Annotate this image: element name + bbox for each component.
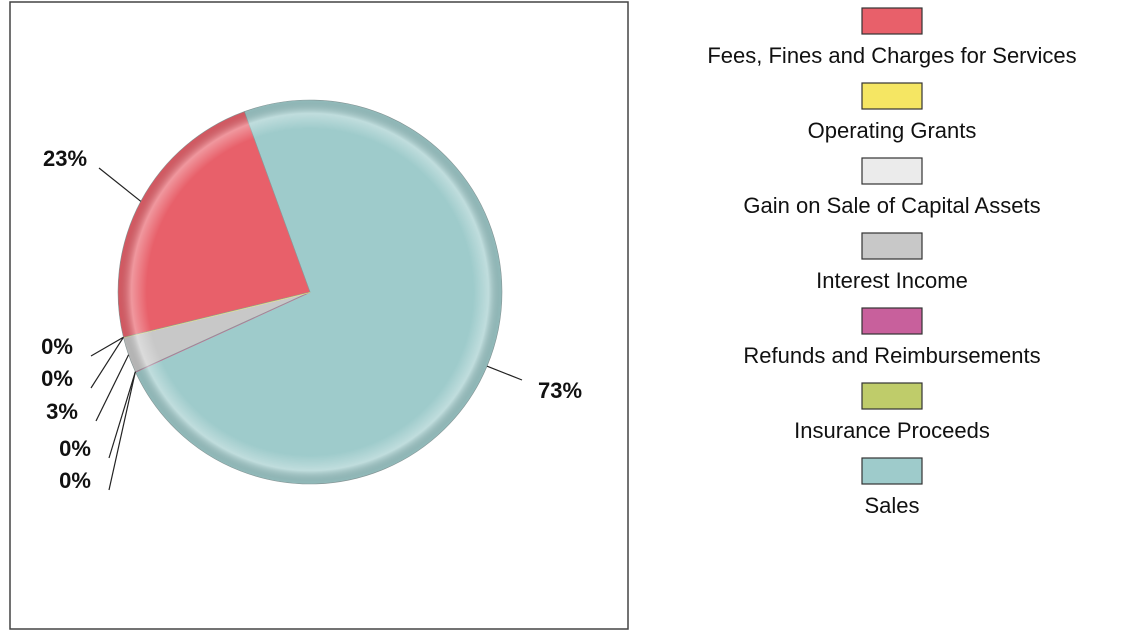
legend-swatch (861, 457, 923, 485)
legend-swatch (861, 82, 923, 110)
legend-swatch (861, 382, 923, 410)
legend-label: Gain on Sale of Capital Assets (743, 193, 1040, 218)
legend-label: Interest Income (816, 268, 968, 293)
leader-line (95, 354, 130, 422)
leader-line (90, 336, 124, 389)
leader-line (108, 371, 136, 459)
leader-line (108, 371, 136, 491)
leader-line (90, 336, 124, 357)
legend-swatch (861, 232, 923, 260)
legend-swatch (861, 157, 923, 185)
data-label: 0% (59, 436, 91, 461)
legend-swatch (861, 307, 923, 335)
leader-line (98, 167, 142, 202)
legend-label: Sales (864, 493, 919, 518)
leader-line (486, 365, 523, 381)
data-label: 23% (43, 146, 87, 171)
legend-swatch (861, 7, 923, 35)
data-label: 3% (46, 399, 78, 424)
legend-label: Refunds and Reimbursements (743, 343, 1040, 368)
legend-label: Insurance Proceeds (794, 418, 990, 443)
data-label: 0% (41, 334, 73, 359)
pie-shading (118, 100, 502, 484)
data-label: 0% (41, 366, 73, 391)
data-label: 73% (538, 378, 582, 403)
data-label: 0% (59, 468, 91, 493)
legend-label: Operating Grants (808, 118, 977, 143)
legend-label: Fees, Fines and Charges for Services (707, 43, 1076, 68)
